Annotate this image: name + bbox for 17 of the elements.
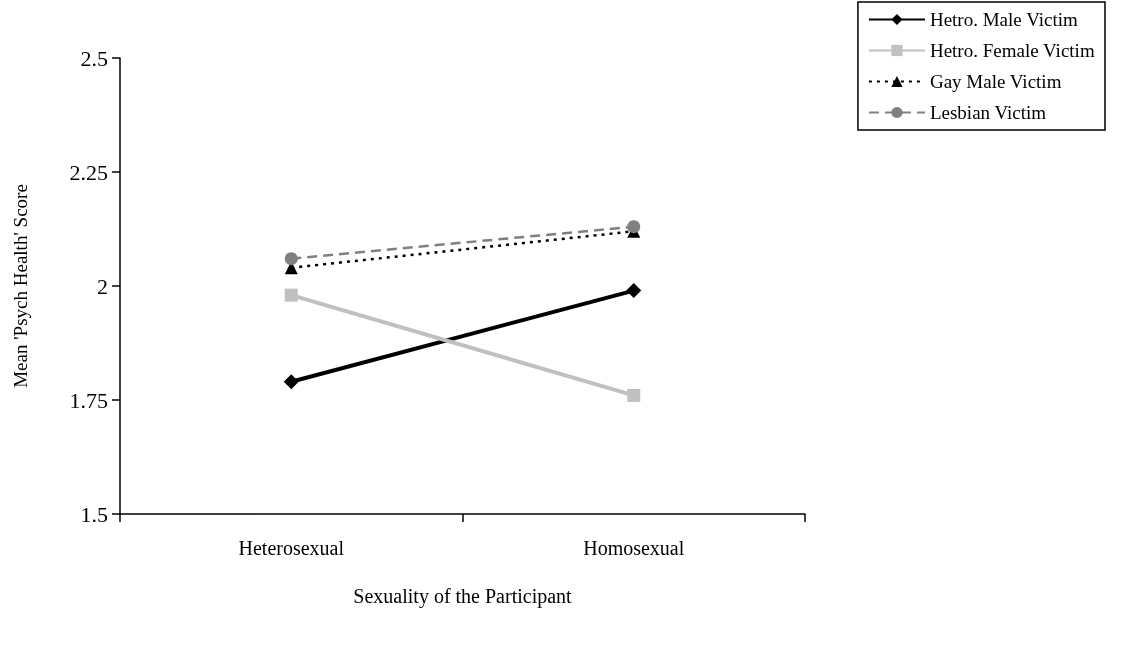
point (626, 283, 642, 299)
y-axis-title: Mean 'Psych Health' Score (10, 184, 31, 388)
y-tick-label: 1.75 (69, 387, 108, 413)
y-tick-label: 2.25 (69, 159, 108, 185)
x-tick-label: Homosexual (583, 537, 685, 559)
y-tick-label: 1.5 (80, 501, 108, 527)
legend-label: Hetro. Female Victim (929, 40, 1095, 61)
legend-label: Hetro. Male Victim (929, 9, 1078, 30)
x-axis-title: Sexuality of the Participant (353, 585, 573, 608)
x-tick-label: Heterosexual (238, 537, 345, 559)
y-tick-label: 2.5 (80, 45, 108, 71)
point (283, 374, 299, 390)
legend-label: Lesbian Victim (929, 102, 1047, 123)
y-tick-label: 2 (97, 273, 108, 299)
legend-label: Gay Male Victim (929, 71, 1062, 92)
point (627, 388, 641, 402)
point (284, 288, 298, 302)
